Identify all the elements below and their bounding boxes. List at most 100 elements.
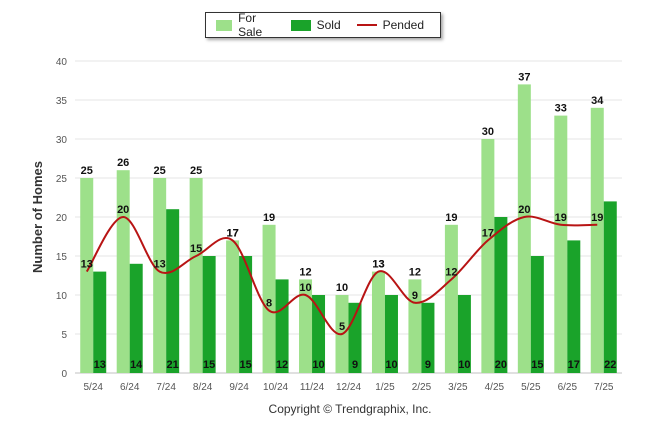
data-label-pended: 12 — [445, 266, 457, 278]
data-label-sold: 22 — [604, 359, 616, 371]
data-label-sold: 10 — [458, 359, 470, 371]
data-label-sold: 10 — [312, 359, 324, 371]
data-label-pended: 13 — [372, 259, 384, 271]
x-tick-label: 6/24 — [120, 382, 140, 393]
y-tick-label: 15 — [56, 252, 68, 263]
bar-for-sale — [517, 84, 531, 374]
data-label-for-sale: 25 — [81, 165, 93, 177]
x-tick-label: 5/25 — [521, 382, 541, 393]
data-label-pended: 13 — [154, 259, 166, 271]
data-label-pended: 20 — [518, 204, 530, 216]
bar-for-sale — [444, 224, 458, 373]
bar-for-sale — [371, 271, 385, 373]
bar-for-sale — [262, 224, 276, 373]
x-tick-label: 11/24 — [300, 382, 325, 393]
bar-sold — [202, 256, 216, 373]
copyright-text: Copyright © Trendgraphix, Inc. — [268, 402, 432, 416]
y-tick-label: 30 — [56, 135, 68, 146]
data-label-pended: 5 — [339, 321, 345, 333]
x-tick-label: 7/25 — [594, 382, 614, 393]
x-tick-label: 2/25 — [412, 382, 432, 393]
bar-for-sale — [299, 279, 313, 373]
y-tick-label: 5 — [61, 330, 67, 341]
data-label-pended: 17 — [226, 227, 238, 239]
legend-swatch-sold — [290, 19, 311, 31]
legend-label-sold: Sold — [316, 18, 341, 32]
x-tick-label: 8/24 — [193, 382, 213, 393]
bar-for-sale — [554, 115, 568, 373]
data-label-for-sale: 10 — [336, 282, 348, 294]
y-tick-label: 10 — [56, 291, 68, 302]
data-label-sold: 15 — [203, 359, 215, 371]
bar-for-sale — [226, 240, 240, 373]
data-label-sold: 9 — [352, 359, 358, 371]
data-label-for-sale: 19 — [263, 212, 275, 224]
data-label-for-sale: 25 — [154, 165, 166, 177]
y-tick-label: 20 — [56, 213, 68, 224]
data-label-pended: 20 — [117, 204, 129, 216]
data-label-sold: 10 — [385, 359, 397, 371]
data-label-sold: 9 — [425, 359, 431, 371]
bar-sold — [384, 295, 398, 373]
x-tick-label: 6/25 — [558, 382, 578, 393]
data-label-for-sale: 19 — [445, 212, 457, 224]
data-label-for-sale: 17 — [226, 227, 238, 239]
bar-sold — [93, 271, 107, 373]
bar-sold — [494, 217, 508, 373]
legend-item-sold[interactable]: Sold — [290, 18, 341, 32]
x-axis-ticks: 5/24 6/24 7/24 8/24 9/24 10/24 11/24 12/24 1/25 2… — [83, 382, 613, 393]
data-label-sold: 14 — [130, 359, 143, 371]
pended-line — [85, 215, 598, 336]
legend[interactable]: For Sale Sold Pended — [205, 11, 441, 39]
bar-for-sale — [481, 139, 495, 373]
y-axis-ticks: 0 5 10 15 20 25 30 35 40 — [56, 57, 68, 380]
bar-sold — [530, 256, 544, 373]
data-label-pended: 15 — [190, 243, 202, 255]
data-label-pended: 17 — [482, 227, 494, 239]
y-axis-label: Number of Homes — [30, 161, 45, 273]
legend-label-for-sale: For Sale — [238, 11, 263, 39]
x-tick-label: 12/24 — [336, 382, 361, 393]
data-label-pended: 10 — [299, 282, 311, 294]
x-tick-label: 4/25 — [485, 382, 505, 393]
y-tick-label: 35 — [56, 96, 68, 107]
data-label-for-sale: 33 — [555, 103, 567, 115]
bar-sold — [275, 279, 289, 373]
pended-line-series — [85, 215, 598, 336]
data-label-sold: 21 — [167, 359, 179, 371]
legend-item-pended[interactable]: Pended — [356, 18, 424, 32]
bar-sold — [166, 209, 180, 373]
bar-series — [80, 84, 617, 374]
y-tick-label: 40 — [56, 57, 68, 68]
bar-sold — [603, 201, 617, 373]
x-tick-label: 7/24 — [156, 382, 176, 393]
data-label-for-sale: 34 — [591, 95, 604, 107]
x-tick-label: 1/25 — [375, 382, 395, 393]
data-label-for-sale: 12 — [299, 266, 311, 278]
legend-swatch-for-sale — [216, 19, 233, 31]
legend-line-pended — [356, 24, 377, 26]
bar-sold — [421, 302, 435, 373]
bar-for-sale — [189, 178, 203, 373]
data-label-sold: 15 — [531, 359, 543, 371]
data-label-pended: 13 — [81, 259, 93, 271]
data-label-sold: 13 — [94, 359, 106, 371]
bar-sold — [567, 240, 581, 373]
x-tick-label: 9/24 — [229, 382, 249, 393]
bar-for-sale — [590, 107, 604, 374]
data-label-for-sale: 25 — [190, 165, 202, 177]
bar-for-sale — [153, 178, 167, 373]
data-label-pended: 19 — [591, 212, 603, 224]
data-label-sold: 17 — [568, 359, 580, 371]
x-tick-label: 5/24 — [83, 382, 103, 393]
data-label-pended: 8 — [266, 298, 272, 310]
y-tick-label: 25 — [56, 174, 68, 185]
data-label-for-sale: 13 — [372, 259, 384, 271]
data-label-for-sale: 30 — [482, 126, 494, 138]
data-labels: 25 13 26 14 25 21 25 15 17 15 19 12 12 10 10 9 13 10 12 9 19… — [81, 71, 617, 371]
data-label-pended: 19 — [555, 212, 567, 224]
data-label-sold: 12 — [276, 359, 288, 371]
legend-item-for-sale[interactable]: For Sale — [216, 11, 275, 39]
bar-sold — [239, 256, 253, 373]
